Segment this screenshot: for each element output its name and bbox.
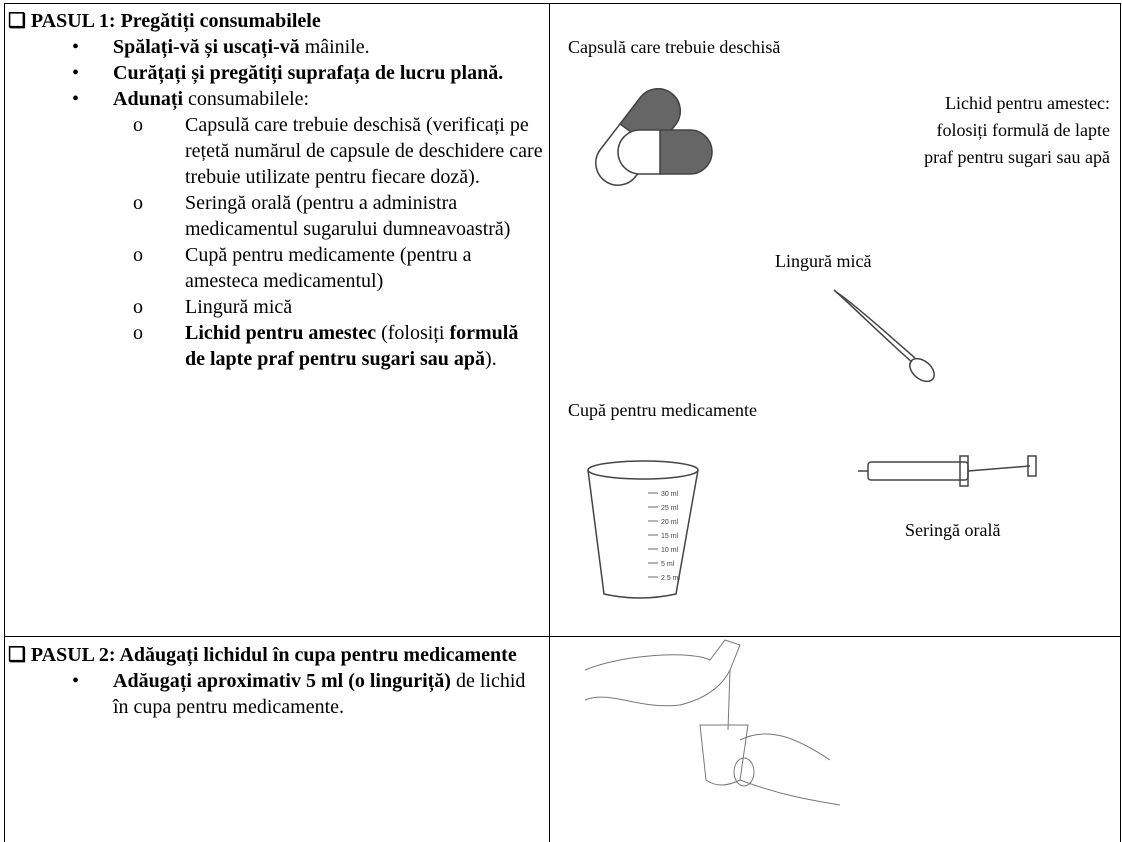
- caption: Lichid pentru amestec: folosiți formulă …: [924, 90, 1110, 171]
- scale-label: 2.5 ml: [661, 575, 681, 582]
- list-item: o Lingură mică: [8, 294, 543, 320]
- list-item: • Curățați și pregătiți suprafața de lucr…: [8, 60, 543, 86]
- step-cell: ❑ PASUL 2: Adăugați lichidul în cupa pen…: [8, 642, 543, 720]
- list-item: o Seringă orală (pentru a administra medi…: [8, 190, 543, 242]
- syringe-icon: [858, 455, 1037, 487]
- text-run: de lichid în cupa pentru medicamente.: [113, 670, 531, 718]
- pouring-illustration: [584, 639, 841, 806]
- table-border: [1120, 3, 1121, 842]
- caption-line: Lichid pentru amestec:: [945, 93, 1110, 113]
- spoon-icon: [833, 289, 935, 383]
- text-run: Lingură mică: [185, 296, 293, 318]
- text-run: Lichid pentru amestec: [185, 322, 377, 344]
- list-marker: •: [72, 88, 80, 110]
- caption: Lingură mică: [775, 251, 872, 271]
- scale-label: 20 ml: [661, 519, 679, 526]
- step-heading: ❑ PASUL 1: Pregătiți consumabilele: [8, 10, 321, 32]
- text-run: formulă de lapte praf pentru sugari sau …: [185, 322, 524, 370]
- list-marker: o: [133, 192, 143, 214]
- capsule-icon: [595, 88, 713, 186]
- list-marker: o: [133, 244, 143, 266]
- scale-label: 10 ml: [661, 547, 679, 554]
- list-marker: o: [133, 322, 143, 344]
- text-run: Curățați și pregătiți suprafața de lucru…: [113, 62, 504, 84]
- table-border: [4, 3, 5, 842]
- text-run: (folosiți: [376, 322, 450, 344]
- scale-label: 25 ml: [661, 505, 679, 512]
- list-marker: •: [72, 62, 80, 84]
- text-run: Capsulă care trebuie deschisă (verificaț…: [185, 114, 548, 188]
- list-marker: •: [72, 36, 80, 58]
- text-run: Spălați-vă și uscați-vă: [113, 36, 300, 58]
- caption: Seringă orală: [905, 520, 1001, 540]
- caption-line: folosiți formulă de lapte: [936, 120, 1110, 140]
- list-item: o Cupă pentru medicamente (pentru a amest…: [8, 242, 543, 294]
- caption: Cupă pentru medicamente: [568, 400, 757, 420]
- text-run: ).: [485, 348, 497, 370]
- row-border: [4, 636, 1120, 637]
- list-item: o Lichid pentru amestec (folosiți formulă…: [8, 320, 543, 372]
- list-item: • Adunați consumabilele:: [8, 86, 543, 112]
- list-item: • Spălați-vă și uscați-vă mâinile.: [8, 34, 543, 60]
- text-run: mâinile.: [299, 36, 370, 58]
- text-run: Adăugați aproximativ 5 ml (o linguriță): [113, 670, 451, 692]
- text-run: Cupă pentru medicamente (pentru a ameste…: [185, 244, 477, 292]
- cup-icon: 30 ml 25 ml 20 ml 15 ml 10 ml 5 ml 2.5 ml: [587, 460, 699, 599]
- list-marker: o: [133, 296, 143, 318]
- caption-line: praf pentru sugari sau apă: [924, 147, 1110, 167]
- column-border: [549, 3, 550, 842]
- step-cell: ❑ PASUL 1: Pregătiți consumabilele • Spăla…: [8, 8, 543, 372]
- text-run: consumabilele:: [183, 88, 310, 110]
- list-item: o Capsulă care trebuie deschisă (verifica…: [8, 112, 543, 190]
- list-marker: o: [133, 114, 143, 136]
- text-run: Seringă orală (pentru a administra medic…: [185, 192, 511, 240]
- caption: Capsulă care trebuie deschisă: [568, 37, 781, 57]
- list-marker: •: [72, 670, 80, 692]
- step-heading: ❑ PASUL 2: Adăugați lichidul în cupa pen…: [8, 644, 517, 666]
- text-run: Adunați: [113, 88, 184, 110]
- scale-label: 15 ml: [661, 533, 679, 540]
- scale-label: 30 ml: [661, 491, 679, 498]
- table-border: [4, 3, 1120, 4]
- list-item: • Adăugați aproximativ 5 ml (o linguriță)…: [8, 668, 543, 720]
- scale-label: 5 ml: [661, 561, 675, 568]
